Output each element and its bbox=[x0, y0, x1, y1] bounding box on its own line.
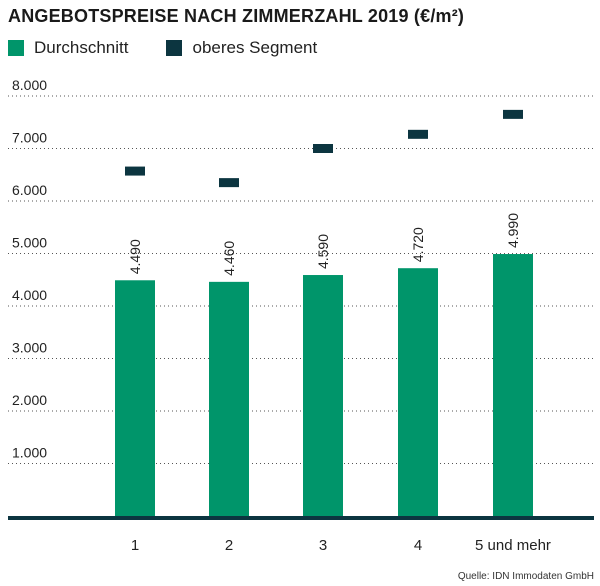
y-tick-label: 1.000 bbox=[12, 445, 47, 461]
y-tick-label: 7.000 bbox=[12, 130, 47, 146]
legend-swatch-oberes-segment bbox=[166, 40, 183, 56]
bar-value-label: 4.490 bbox=[127, 239, 143, 274]
legend-label-durchschnitt: Durchschnitt bbox=[34, 38, 129, 57]
bar-value-label: 4.590 bbox=[315, 234, 331, 269]
y-tick-label: 2.000 bbox=[12, 392, 47, 408]
y-tick-label: 4.000 bbox=[12, 287, 47, 303]
x-tick-label: 5 und mehr bbox=[475, 537, 551, 554]
marker-oberes-segment bbox=[408, 129, 428, 139]
legend-swatch-durchschnitt bbox=[8, 40, 24, 56]
bar-durchschnitt bbox=[398, 268, 438, 516]
bar-value-label: 4.720 bbox=[410, 227, 426, 262]
legend-item-durchschnitt: Durchschnitt bbox=[8, 38, 128, 58]
legend: Durchschnitt oberes Segment bbox=[8, 38, 355, 58]
y-tick-label: 3.000 bbox=[12, 340, 47, 356]
legend-label-oberes-segment: oberes Segment bbox=[192, 38, 318, 57]
source-note: Quelle: IDN Immodaten GmbH bbox=[457, 571, 594, 582]
bar-durchschnitt bbox=[115, 280, 155, 516]
x-tick-label: 2 bbox=[225, 537, 233, 554]
x-tick-label: 3 bbox=[319, 537, 327, 554]
y-tick-label: 8.000 bbox=[12, 77, 47, 93]
x-tick-label: 4 bbox=[414, 537, 422, 554]
bar-value-label: 4.460 bbox=[221, 241, 237, 276]
bar-durchschnitt bbox=[493, 254, 533, 516]
marker-oberes-segment bbox=[125, 166, 145, 176]
chart-title: ANGEBOTSPREISE NACH ZIMMERZAHL 2019 (€/m… bbox=[8, 6, 465, 26]
y-tick-label: 6.000 bbox=[12, 182, 47, 198]
bar-durchschnitt bbox=[209, 281, 249, 516]
y-tick-label: 5.000 bbox=[12, 235, 47, 251]
marker-oberes-segment bbox=[219, 178, 239, 188]
legend-item-oberes-segment: oberes Segment bbox=[166, 38, 317, 58]
bar-value-label: 4.990 bbox=[505, 213, 521, 248]
marker-oberes-segment bbox=[313, 144, 333, 153]
x-axis-baseline bbox=[8, 516, 594, 520]
marker-oberes-segment bbox=[503, 109, 523, 119]
x-tick-label: 1 bbox=[131, 537, 139, 554]
bar-durchschnitt bbox=[303, 275, 343, 516]
